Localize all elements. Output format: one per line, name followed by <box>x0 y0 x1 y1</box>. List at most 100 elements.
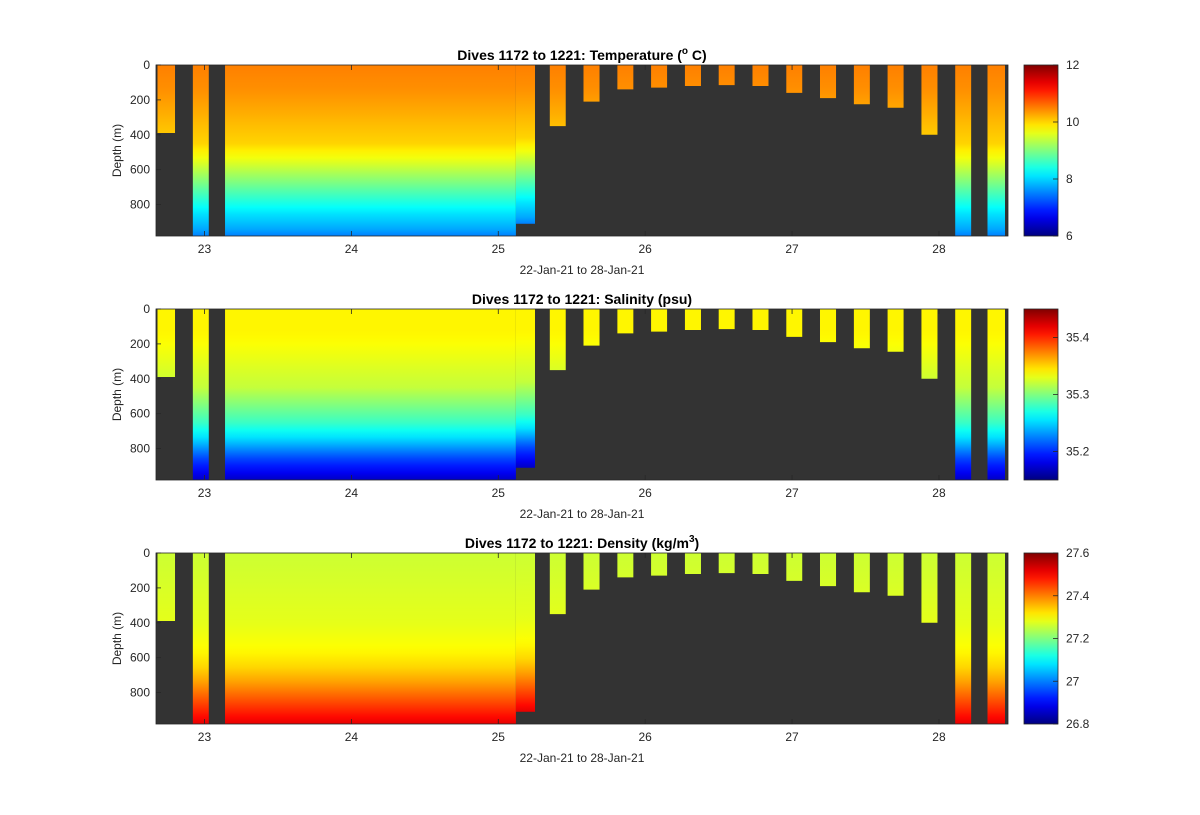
dive-column <box>583 309 600 346</box>
y-tick-label: 0 <box>143 58 150 72</box>
dive-column <box>225 309 516 480</box>
x-tick-label: 27 <box>785 486 799 500</box>
colorbar-salinity <box>1023 308 1059 481</box>
colorbar-tick-label: 27 <box>1066 674 1080 688</box>
y-tick-label: 400 <box>130 616 150 630</box>
dive-column <box>549 309 566 371</box>
colorbar-density <box>1023 552 1059 725</box>
x-axis-label: 22-Jan-21 to 28-Jan-21 <box>520 507 645 521</box>
dive-column <box>617 553 634 578</box>
y-tick-label: 600 <box>130 651 150 665</box>
dive-column <box>157 553 176 622</box>
y-tick-label: 200 <box>130 337 150 351</box>
dive-column <box>515 553 535 712</box>
dive-column <box>718 309 735 330</box>
colorbar-tick-label: 8 <box>1066 172 1073 186</box>
dive-column <box>225 553 516 724</box>
dive-column <box>955 65 972 236</box>
colorbar-tick-label: 12 <box>1066 58 1080 72</box>
x-tick-label: 25 <box>492 730 506 744</box>
x-tick-label: 25 <box>492 242 506 256</box>
dive-column <box>617 65 634 90</box>
x-tick-label: 27 <box>785 730 799 744</box>
dive-column <box>819 553 837 587</box>
dive-column <box>819 309 837 343</box>
dive-column <box>583 65 600 102</box>
dive-column <box>921 65 938 135</box>
dive-column <box>192 309 209 480</box>
dive-column <box>786 309 803 337</box>
dive-column <box>225 65 516 236</box>
dive-column <box>819 65 837 99</box>
dive-column <box>955 309 972 480</box>
dive-column <box>684 65 701 86</box>
dive-column <box>192 65 209 236</box>
y-tick-label: 600 <box>130 407 150 421</box>
colorbar-tick-label: 35.3 <box>1066 388 1090 402</box>
dive-column <box>515 65 535 224</box>
dive-column <box>853 65 870 105</box>
dive-column <box>853 553 870 593</box>
x-axis-label: 22-Jan-21 to 28-Jan-21 <box>520 751 645 765</box>
panel-temperature: 23 24 25 26 27 28 0 200 400 600 800 Dives 1172 to 1… <box>110 46 1080 277</box>
dive-column <box>786 553 803 581</box>
x-tick-label: 24 <box>345 486 359 500</box>
colorbar-temperature <box>1023 64 1059 237</box>
dive-column <box>752 309 769 330</box>
y-axis-label: Depth (m) <box>110 368 124 421</box>
x-tick-label: 26 <box>638 486 652 500</box>
y-tick-label: 200 <box>130 581 150 595</box>
dive-column <box>651 553 668 576</box>
dive-column <box>718 553 735 574</box>
x-tick-label: 23 <box>198 730 212 744</box>
panel-salinity: 23 24 25 26 27 28 0 200 400 600 800 Dives 1172 to 1… <box>110 291 1090 521</box>
x-tick-label: 28 <box>932 730 946 744</box>
dive-column <box>921 309 938 379</box>
y-tick-label: 0 <box>143 546 150 560</box>
dive-column <box>583 553 600 590</box>
colorbar-tick-label: 6 <box>1066 229 1073 243</box>
x-tick-label: 28 <box>932 486 946 500</box>
panel-density: 23 24 25 26 27 28 0 200 400 600 800 Dives 1172 to 1… <box>110 534 1090 765</box>
colorbar-tick-label: 35.2 <box>1066 445 1090 459</box>
dive-column <box>157 309 176 378</box>
dive-column <box>921 553 938 623</box>
dive-column <box>157 65 176 134</box>
dive-column <box>684 553 701 574</box>
x-tick-label: 26 <box>638 730 652 744</box>
y-tick-label: 400 <box>130 128 150 142</box>
y-tick-label: 800 <box>130 442 150 456</box>
colorbar-tick-label: 10 <box>1066 115 1080 129</box>
x-tick-label: 26 <box>638 242 652 256</box>
y-tick-label: 800 <box>130 198 150 212</box>
x-tick-label: 24 <box>345 242 359 256</box>
dive-column <box>887 65 904 108</box>
chart-title: Dives 1172 to 1221: Density (kg/m3) <box>465 534 699 551</box>
colorbar-tick-label: 26.8 <box>1066 717 1090 731</box>
dive-column <box>955 553 972 724</box>
x-tick-label: 23 <box>198 242 212 256</box>
dive-column <box>651 309 668 332</box>
dive-column <box>752 553 769 574</box>
dive-column <box>887 309 904 352</box>
colorbar-tick-label: 27.2 <box>1066 632 1090 646</box>
dive-column <box>752 65 769 86</box>
dive-column <box>684 309 701 330</box>
chart-title: Dives 1172 to 1221: Salinity (psu) <box>472 291 692 307</box>
chart-title: Dives 1172 to 1221: Temperature (o C) <box>457 46 706 63</box>
y-tick-label: 200 <box>130 93 150 107</box>
x-axis-label: 22-Jan-21 to 28-Jan-21 <box>520 263 645 277</box>
y-tick-label: 800 <box>130 686 150 700</box>
axes-frame <box>155 64 1009 237</box>
axes-frame <box>155 308 1009 481</box>
y-tick-label: 600 <box>130 163 150 177</box>
x-tick-label: 23 <box>198 486 212 500</box>
dive-column <box>987 553 1006 724</box>
axes-frame <box>155 552 1009 725</box>
y-axis-label: Depth (m) <box>110 612 124 665</box>
colorbar-tick-label: 35.4 <box>1066 331 1090 345</box>
dive-column <box>718 65 735 86</box>
y-axis-label: Depth (m) <box>110 124 124 177</box>
colorbar-tick-label: 27.6 <box>1066 546 1090 560</box>
